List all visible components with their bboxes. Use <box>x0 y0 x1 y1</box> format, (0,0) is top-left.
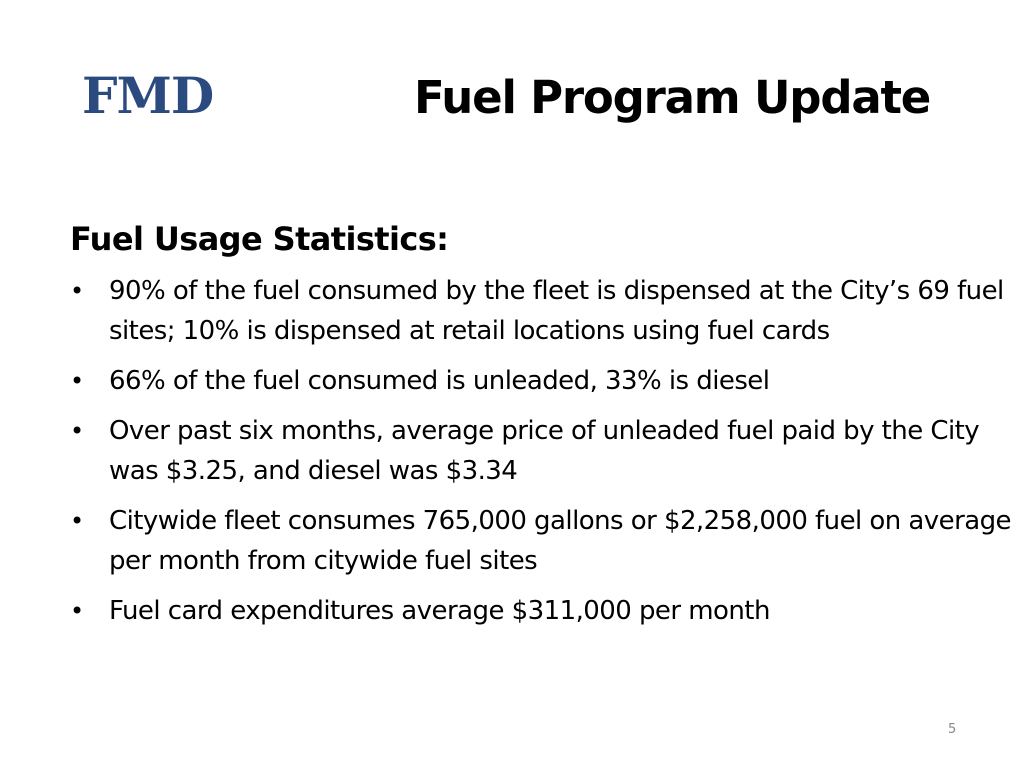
bullet-item: • Over past six months, average price of… <box>70 411 1015 491</box>
bullet-item: • 90% of the fuel consumed by the fleet … <box>70 271 1015 351</box>
fmd-logo: FMD <box>82 66 214 125</box>
bullet-icon: • <box>70 507 84 535</box>
bullet-icon: • <box>70 417 84 445</box>
bullet-text: 90% of the fuel consumed by the fleet is… <box>109 276 1004 346</box>
bullet-text: Fuel card expenditures average $311,000 … <box>109 596 770 626</box>
section-heading: Fuel Usage Statistics: <box>70 220 449 258</box>
bullet-text: 66% of the fuel consumed is unleaded, 33… <box>109 366 770 396</box>
bullet-item: • 66% of the fuel consumed is unleaded, … <box>70 361 1015 401</box>
bullet-text: Citywide fleet consumes 765,000 gallons … <box>109 506 1012 576</box>
page-number: 5 <box>948 722 957 737</box>
bullet-list: • 90% of the fuel consumed by the fleet … <box>70 271 1015 631</box>
bullet-icon: • <box>70 277 84 305</box>
slide-title: Fuel Program Update <box>414 71 931 124</box>
bullet-item: • Fuel card expenditures average $311,00… <box>70 591 1015 631</box>
bullet-icon: • <box>70 597 84 625</box>
bullet-item: • Citywide fleet consumes 765,000 gallon… <box>70 501 1015 581</box>
bullet-icon: • <box>70 367 84 395</box>
bullet-text: Over past six months, average price of u… <box>109 416 980 486</box>
slide-content: Fuel Usage Statistics: • 90% of the fuel… <box>70 216 1015 641</box>
